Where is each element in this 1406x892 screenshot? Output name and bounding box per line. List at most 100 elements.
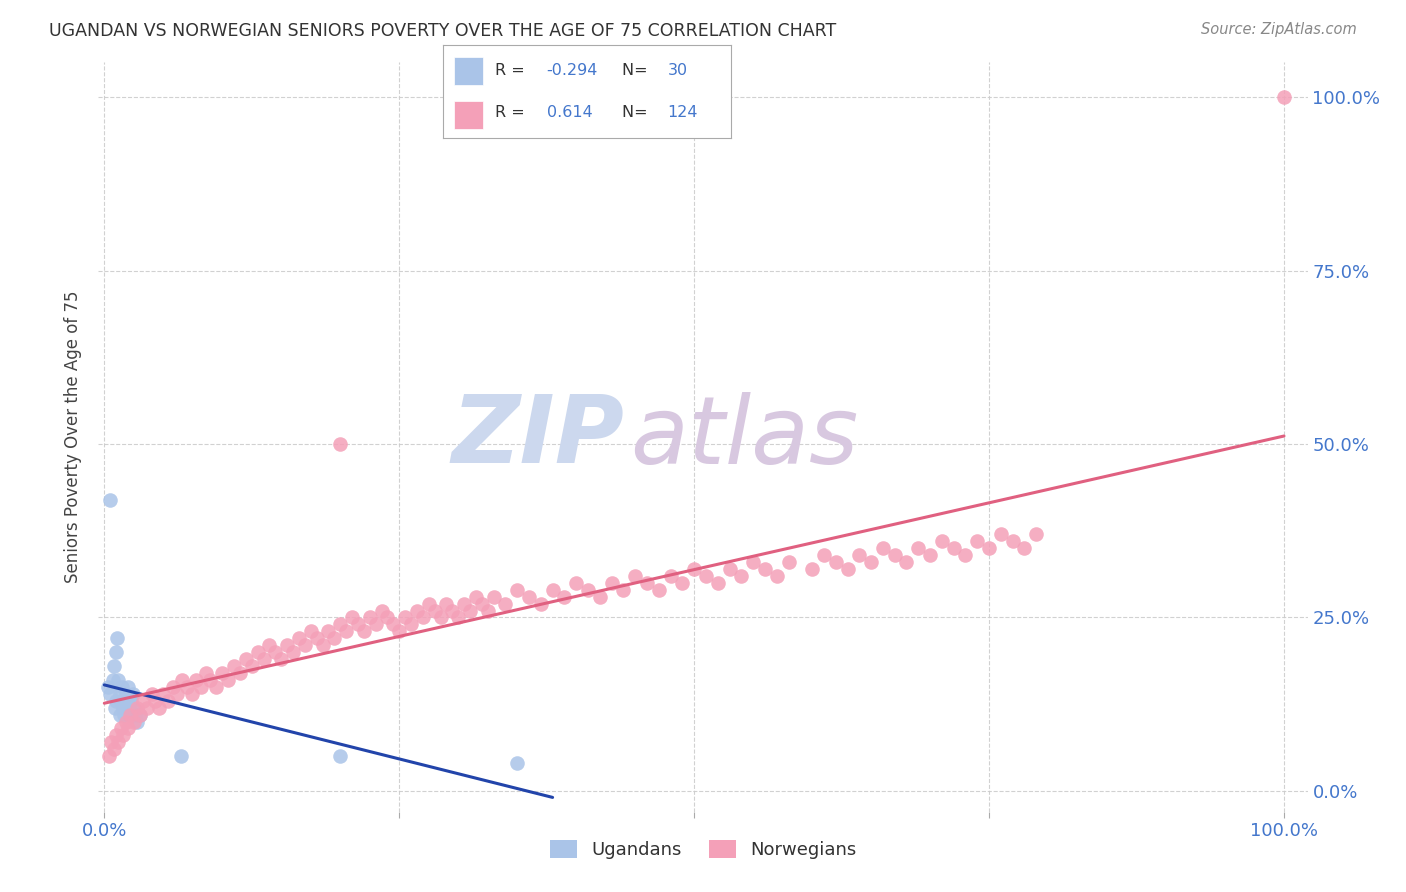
Point [872,541,894,555]
Point [553,590,575,604]
Point [235,652,257,666]
Point [765,569,787,583]
Point [305,632,328,646]
Point [124,707,146,722]
Point [329,617,352,632]
Point [329,437,352,451]
Point [506,582,529,597]
Point [103,742,125,756]
Point [211,665,233,680]
Text: atlas: atlas [630,392,859,483]
Point [1014,541,1036,555]
Point [778,555,800,569]
Point [114,714,136,729]
Point [471,597,494,611]
Point [406,603,429,617]
Point [931,534,953,549]
Point [252,652,274,666]
Point [418,597,440,611]
Text: -0.294: -0.294 [547,62,598,78]
Point [111,680,134,694]
Text: 30: 30 [668,62,688,78]
Point [576,582,599,597]
Point [101,673,124,687]
Point [907,541,929,555]
Point [122,714,145,729]
Point [347,617,370,632]
Point [115,694,138,708]
Point [100,735,122,749]
Point [112,707,135,722]
Point [105,632,128,646]
Point [264,645,287,659]
Point [222,659,245,673]
Point [281,645,304,659]
Point [105,694,128,708]
Point [103,659,125,673]
Point [200,673,222,687]
Point [412,610,434,624]
Point [104,700,127,714]
Point [977,541,1000,555]
Point [506,756,529,771]
Text: Source: ZipAtlas.com: Source: ZipAtlas.com [1201,22,1357,37]
Point [920,548,942,562]
Point [108,707,131,722]
Point [270,652,292,666]
Point [135,700,157,714]
Point [860,555,883,569]
Point [399,617,422,632]
Point [105,728,128,742]
Point [128,707,150,722]
Point [335,624,357,639]
Point [128,707,150,722]
Point [600,575,623,590]
Point [565,575,588,590]
Point [132,694,155,708]
Point [194,665,217,680]
Point [240,659,263,673]
Point [541,582,564,597]
Point [112,700,135,714]
Point [107,673,129,687]
Point [329,749,352,764]
Point [121,687,143,701]
Point [1272,90,1295,104]
Point [883,548,905,562]
Point [370,603,392,617]
Text: R =: R = [495,105,530,120]
Text: 0.614: 0.614 [547,105,592,120]
Point [110,694,132,708]
Bar [454,101,484,129]
Point [423,603,446,617]
Point [120,707,142,722]
Point [353,624,375,639]
Point [530,597,553,611]
Point [114,687,136,701]
Point [122,700,145,714]
Legend: Ugandans, Norwegians: Ugandans, Norwegians [543,832,863,866]
Point [730,569,752,583]
Point [117,680,139,694]
Point [517,590,540,604]
Point [217,673,239,687]
Point [186,673,208,687]
Point [299,624,322,639]
Point [120,707,142,722]
Point [340,610,363,624]
Point [294,638,316,652]
Text: UGANDAN VS NORWEGIAN SENIORS POVERTY OVER THE AGE OF 75 CORRELATION CHART: UGANDAN VS NORWEGIAN SENIORS POVERTY OVE… [49,22,837,40]
Point [107,735,129,749]
Point [311,638,333,652]
Point [120,694,142,708]
Point [170,749,193,764]
Point [754,562,776,576]
Point [117,722,139,736]
Point [742,555,765,569]
Point [148,700,170,714]
Point [112,728,135,742]
Text: N=: N= [621,105,652,120]
Point [288,632,311,646]
Point [648,582,671,597]
Point [190,680,212,694]
